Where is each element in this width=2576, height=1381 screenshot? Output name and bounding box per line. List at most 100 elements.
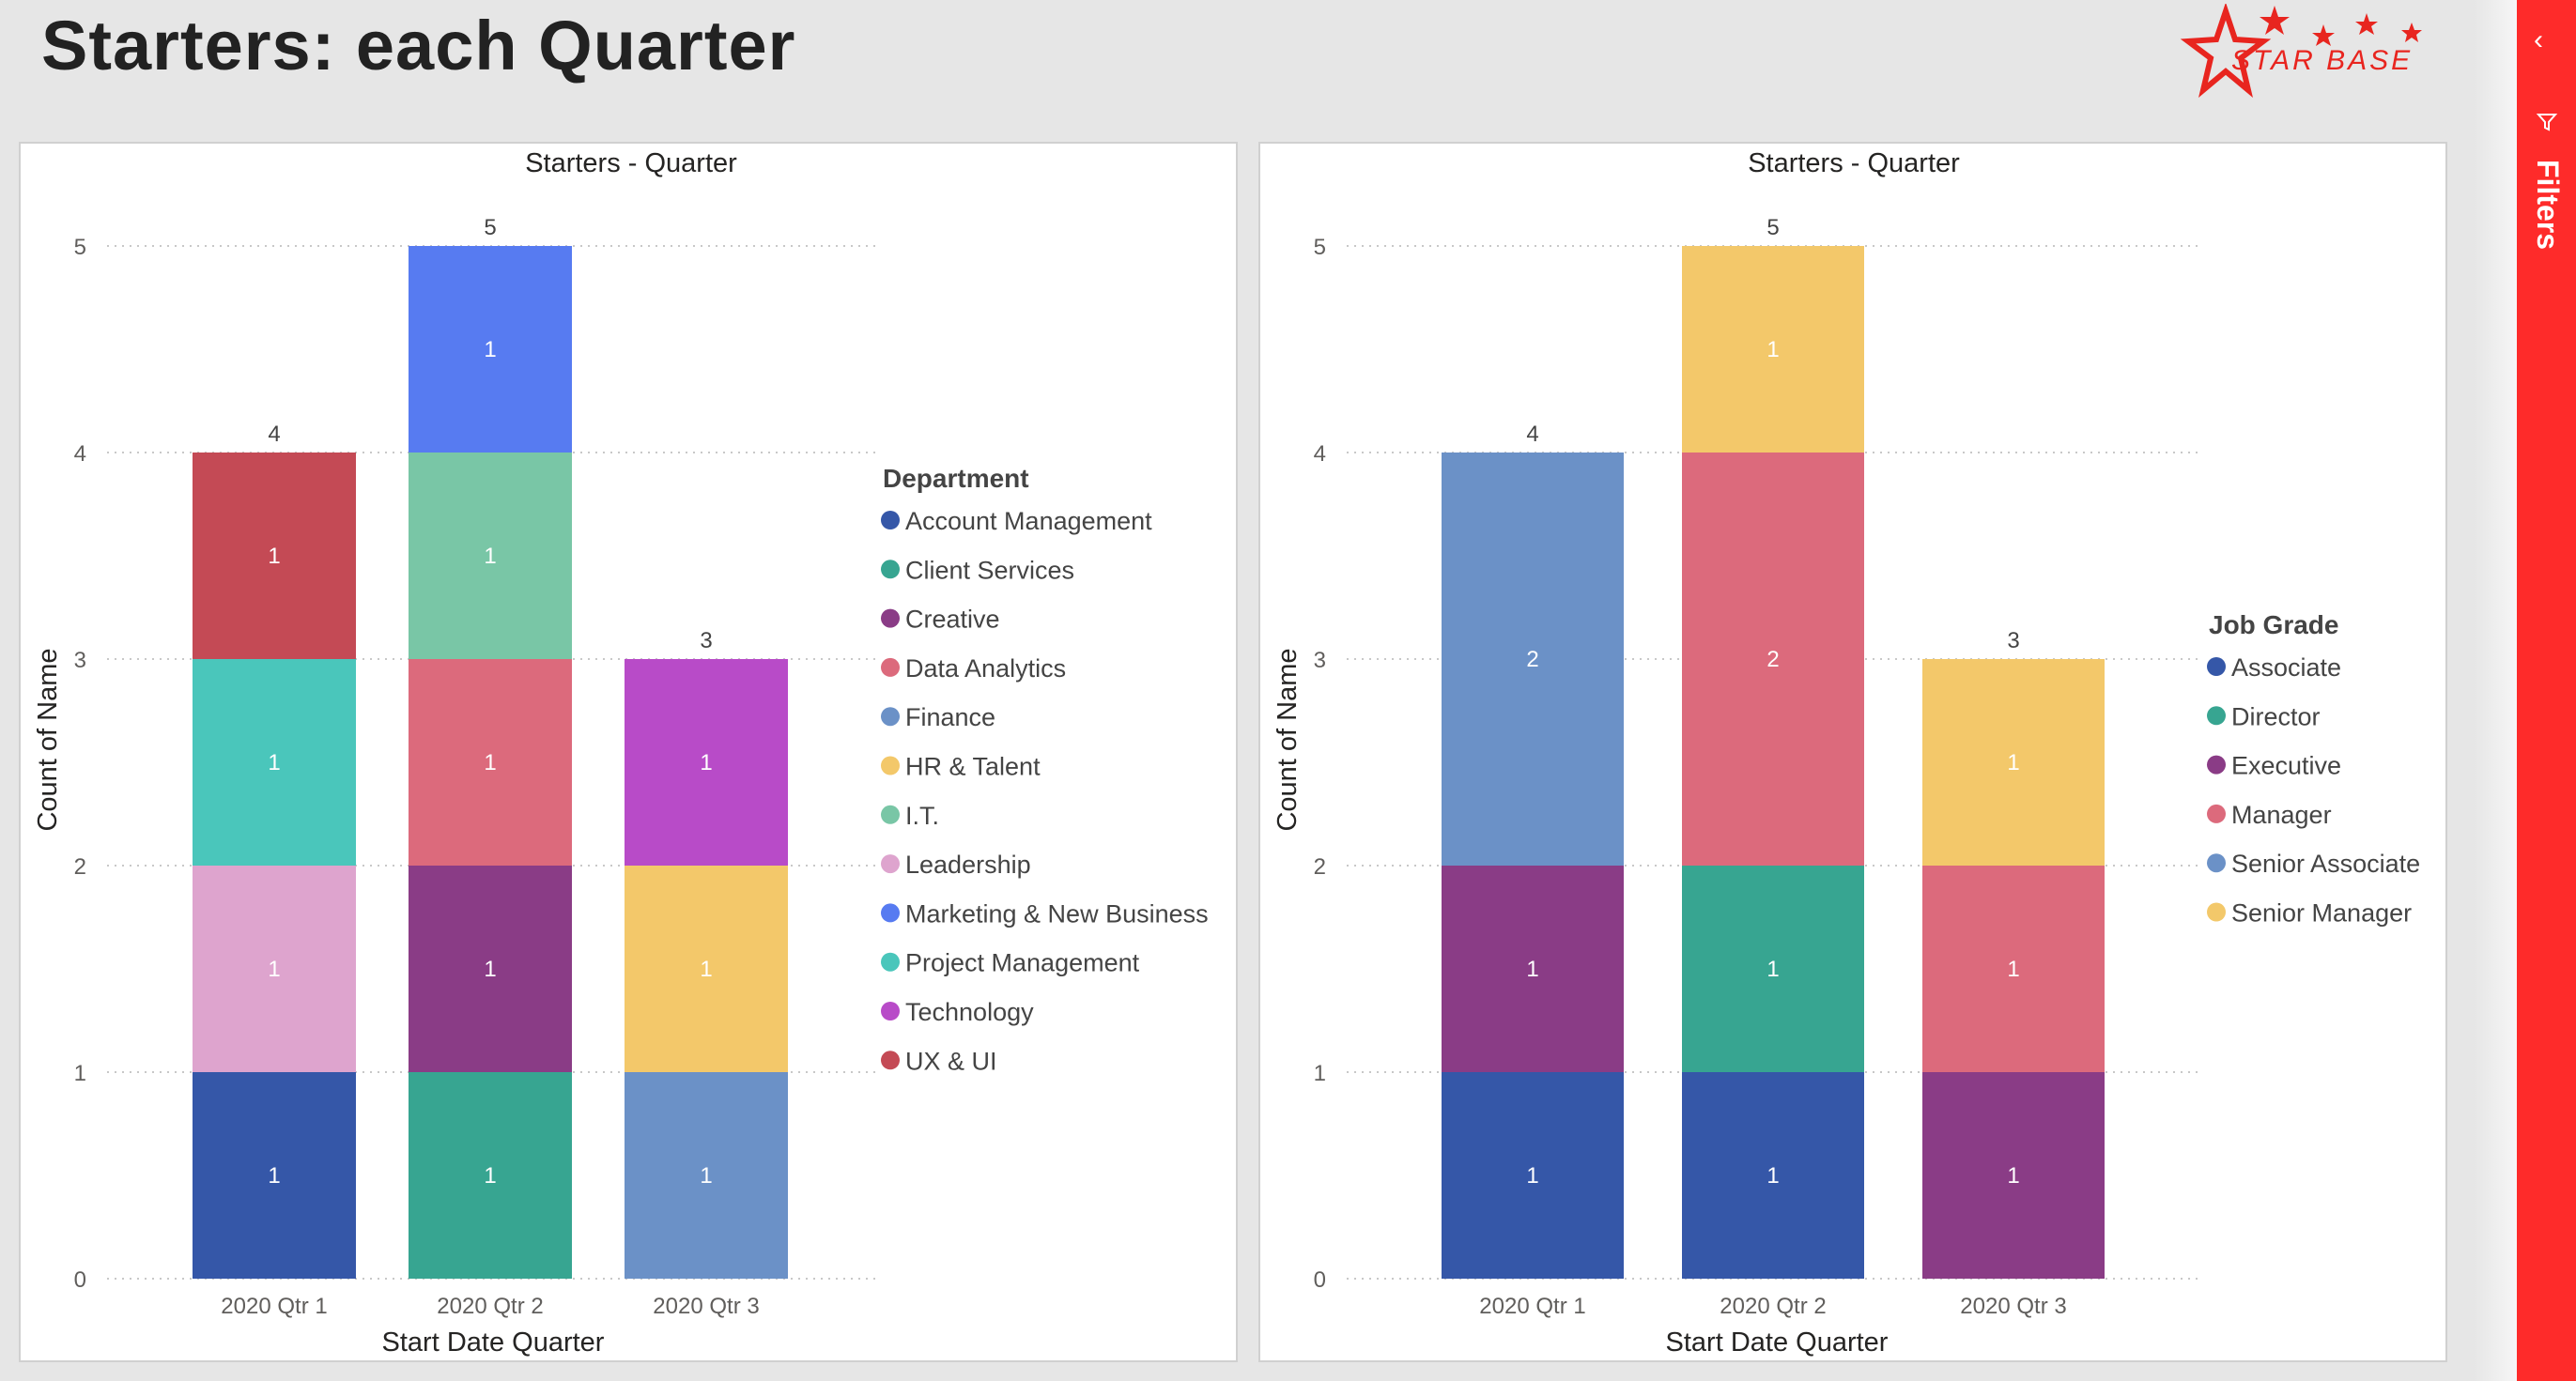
legend-item-label[interactable]: Data Analytics <box>905 654 1066 683</box>
total-data-label: 3 <box>700 628 712 653</box>
bar-segment[interactable] <box>1682 866 1864 1072</box>
legend-marker[interactable] <box>881 707 900 727</box>
legend-item-label[interactable]: Leadership <box>905 851 1031 879</box>
page-title: Starters: each Quarter <box>41 7 796 84</box>
bar-segment[interactable] <box>1682 246 1864 453</box>
bar-segment[interactable] <box>409 1072 572 1279</box>
legend-item-label[interactable]: I.T. <box>905 802 939 830</box>
bar-segment[interactable] <box>409 246 572 453</box>
bar-segment[interactable] <box>409 866 572 1072</box>
y-tick-label: 1 <box>74 1061 86 1086</box>
legend-marker[interactable] <box>881 952 900 972</box>
legend-marker[interactable] <box>881 805 900 824</box>
bar-segment[interactable] <box>409 453 572 659</box>
y-tick-label: 0 <box>1314 1267 1326 1293</box>
legend-item-label[interactable]: Client Services <box>905 556 1074 584</box>
bar-segment[interactable] <box>1682 453 1864 866</box>
segment-data-label: 2 <box>1766 647 1779 672</box>
legend-item-label[interactable]: Creative <box>905 606 1000 634</box>
bar-segment[interactable] <box>193 1072 356 1279</box>
segment-data-label: 2 <box>1526 647 1538 672</box>
legend-marker[interactable] <box>2207 706 2226 726</box>
segment-data-label: 1 <box>700 1163 712 1189</box>
legend-item-label[interactable]: Project Management <box>905 949 1140 977</box>
segment-data-label: 1 <box>2007 1163 2019 1189</box>
chart-title: Starters - Quarter <box>525 148 737 178</box>
legend-item-label[interactable]: Manager <box>2231 801 2332 829</box>
legend-item-label[interactable]: Technology <box>905 998 1034 1026</box>
segment-data-label: 1 <box>484 750 496 775</box>
bar-segment[interactable] <box>1442 866 1624 1072</box>
chart-title: Starters - Quarter <box>1748 148 1960 178</box>
legend-marker[interactable] <box>881 511 900 529</box>
bar-segment[interactable] <box>1442 453 1624 866</box>
y-tick-label: 4 <box>74 441 86 467</box>
job-grade-chart-card[interactable]: Starters - Quarter Start Date Quarter Co… <box>1258 142 2447 1362</box>
y-tick-label: 3 <box>1314 648 1326 673</box>
bar-segment[interactable] <box>1922 866 2105 1072</box>
filters-label[interactable]: Filters <box>2531 160 2565 251</box>
legend-marker[interactable] <box>881 657 900 677</box>
legend-marker[interactable] <box>2207 853 2226 873</box>
bar-segment[interactable] <box>1922 659 2105 866</box>
bar-segment[interactable] <box>1922 1072 2105 1279</box>
legend-marker[interactable] <box>881 1051 900 1070</box>
legend-marker[interactable] <box>2207 755 2226 775</box>
y-tick-label: 2 <box>1314 854 1326 880</box>
y-axis-title: Count of Name <box>33 648 63 831</box>
x-tick-label: 2020 Qtr 1 <box>221 1294 327 1319</box>
legend-marker[interactable] <box>881 560 900 579</box>
legend-marker[interactable] <box>881 1002 900 1020</box>
star-base-logo: STAR BASE <box>2169 2 2451 99</box>
legend-marker[interactable] <box>2207 657 2226 676</box>
logo-star-small-1 <box>2260 6 2290 35</box>
collapse-chevron-icon[interactable]: ‹ <box>2534 24 2543 55</box>
bar-segment[interactable] <box>1682 1072 1864 1279</box>
legend-marker[interactable] <box>881 608 900 628</box>
total-data-label: 3 <box>2007 628 2019 653</box>
total-data-label: 4 <box>268 422 280 447</box>
y-tick-label: 5 <box>1314 235 1326 260</box>
total-data-label: 4 <box>1526 422 1538 447</box>
segment-data-label: 1 <box>1766 337 1779 362</box>
legend-item-label[interactable]: Account Management <box>905 507 1152 535</box>
bar-segment[interactable] <box>625 1072 788 1279</box>
legend-item-label[interactable]: Senior Manager <box>2231 899 2412 928</box>
y-tick-label: 3 <box>74 648 86 673</box>
bar-segment[interactable] <box>409 659 572 866</box>
segment-data-label: 1 <box>1526 1163 1538 1189</box>
bar-segment[interactable] <box>193 866 356 1072</box>
bar-segment[interactable] <box>1442 1072 1624 1279</box>
y-tick-label: 5 <box>74 235 86 260</box>
legend-item-label[interactable]: Finance <box>905 703 995 731</box>
legend-marker[interactable] <box>2207 902 2226 922</box>
legend-marker[interactable] <box>881 903 900 923</box>
bar-segment[interactable] <box>193 453 356 659</box>
x-axis-title: Start Date Quarter <box>382 1327 605 1358</box>
x-tick-label: 2020 Qtr 2 <box>1720 1294 1826 1319</box>
department-chart-card[interactable]: Starters - Quarter Start Date Quarter Co… <box>19 142 1238 1362</box>
y-tick-label: 2 <box>74 854 86 880</box>
bar-segment[interactable] <box>625 866 788 1072</box>
legend-item-label[interactable]: Senior Associate <box>2231 850 2420 878</box>
x-tick-label: 2020 Qtr 3 <box>1960 1294 2066 1319</box>
legend-marker[interactable] <box>881 756 900 775</box>
legend-item-label[interactable]: Executive <box>2231 752 2341 780</box>
funnel-icon <box>2536 114 2558 131</box>
y-tick-label: 0 <box>74 1267 86 1293</box>
bar-segment[interactable] <box>193 659 356 866</box>
legend-item-label[interactable]: Director <box>2231 702 2321 730</box>
legend-marker[interactable] <box>881 854 900 874</box>
logo-star-small-3 <box>2355 13 2378 35</box>
logo-star-main <box>2180 2 2272 99</box>
legend-item-label[interactable]: HR & Talent <box>905 753 1041 781</box>
bar-segment[interactable] <box>625 659 788 866</box>
filters-pane[interactable]: ‹ Filters <box>2517 0 2576 1381</box>
segment-data-label: 1 <box>1766 957 1779 982</box>
legend-marker[interactable] <box>2207 804 2226 823</box>
x-tick-label: 2020 Qtr 2 <box>437 1294 543 1319</box>
legend-item-label[interactable]: Associate <box>2231 653 2341 682</box>
legend-item-label[interactable]: Marketing & New Business <box>905 899 1209 928</box>
legend-item-label[interactable]: UX & UI <box>905 1047 997 1075</box>
segment-data-label: 1 <box>268 1163 280 1189</box>
